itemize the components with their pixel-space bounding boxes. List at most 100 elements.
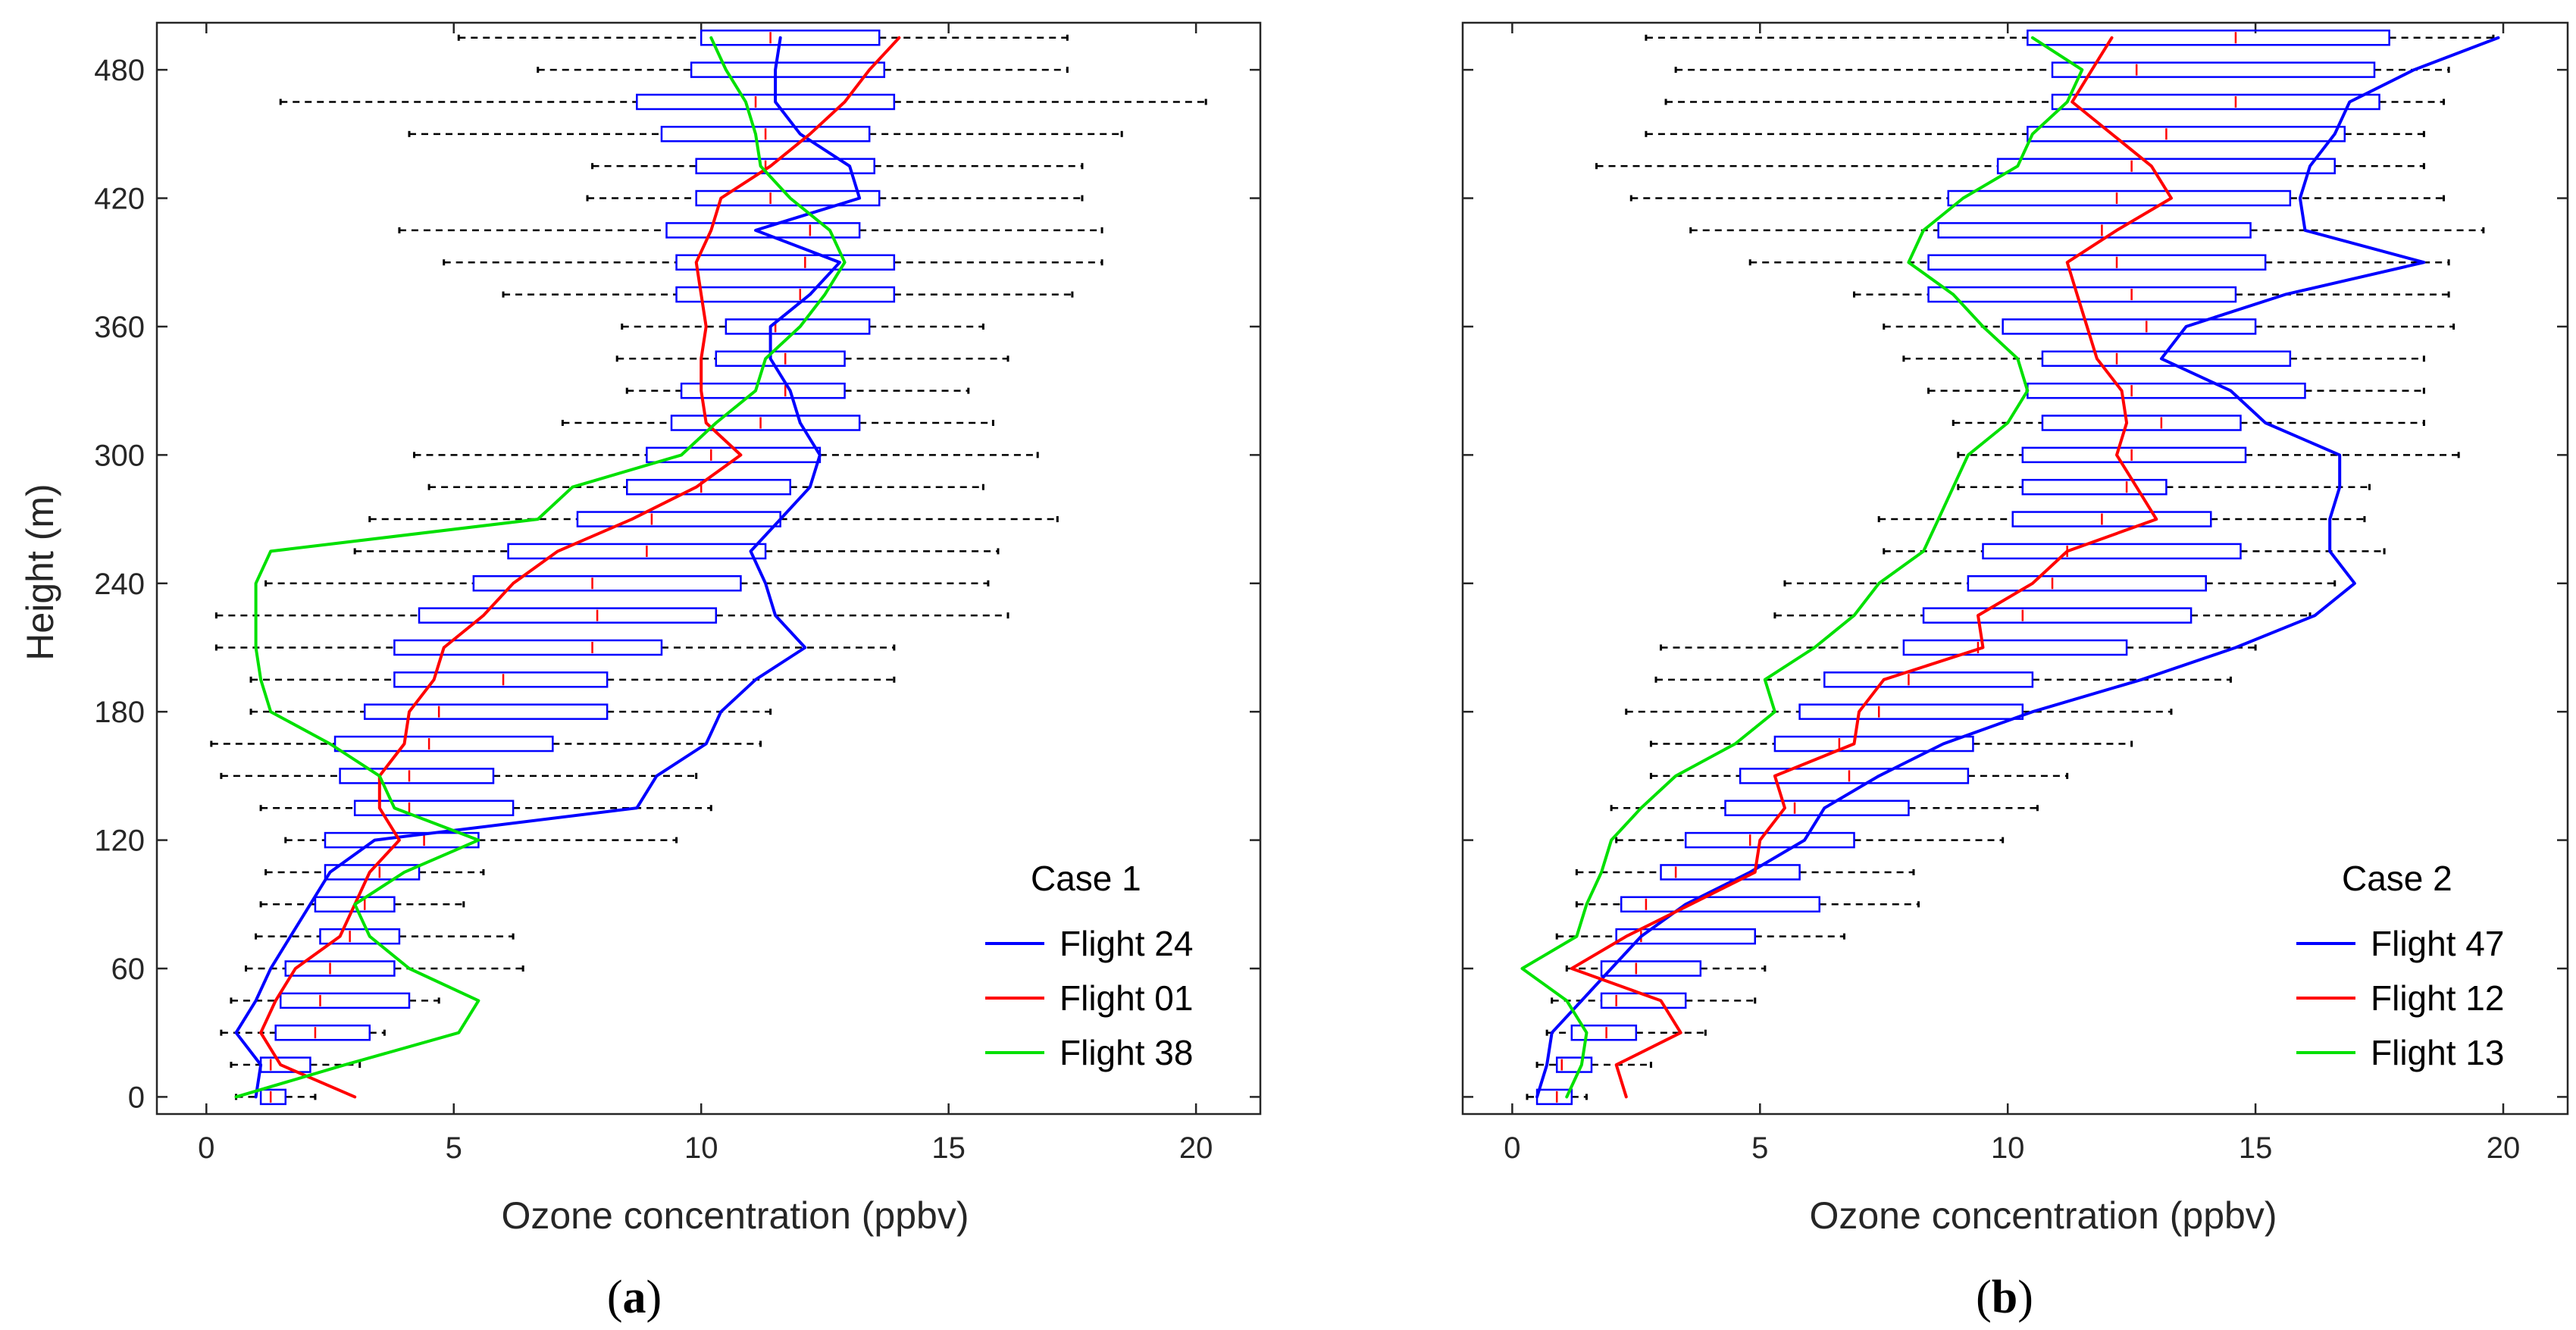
panel-a-iqr-420m xyxy=(695,189,881,207)
panel-b-box-465m xyxy=(1664,93,2446,111)
panel-b-iqr-240m xyxy=(1967,575,2207,592)
panel-b-series-flight-12 xyxy=(1570,36,2173,1099)
panel-b-iqr-135m xyxy=(1724,800,1910,816)
panel-b-box-450m xyxy=(1645,126,2425,142)
panel-a-box-135m xyxy=(259,800,712,816)
panel-b-iqr-420m xyxy=(1947,189,2292,207)
panel-b-iqr-120m xyxy=(1684,831,1855,849)
panel-a-series-flight-01 xyxy=(259,36,901,1099)
panel-a-box-330m xyxy=(625,382,970,399)
panel-a-box-420m xyxy=(586,189,1084,207)
panel-a-y-tick-label-60: 60 xyxy=(111,953,146,986)
panel-a-y-tick-label-360: 360 xyxy=(94,311,145,344)
panel-a-plot-area: 0 5 10 15 20 0 60 120 180 240 300 360 420 480 xyxy=(94,21,1262,1165)
panel-b-legend-title: Case 2 xyxy=(2342,859,2452,898)
panel-a-iqr-240m xyxy=(472,575,742,592)
panel-a-box-435m xyxy=(591,158,1084,174)
panel-a-iqr-90m xyxy=(314,896,396,913)
panel-b-box-225m xyxy=(1773,607,2312,624)
panel-b-iqr-285m xyxy=(2021,478,2168,496)
panel-b-iqr-165m xyxy=(1773,735,1974,753)
panel-a-iqr-180m xyxy=(363,703,609,720)
panel-a-iqr-375m xyxy=(675,286,896,303)
panel-b-x-tick-label-10: 10 xyxy=(1991,1131,2025,1165)
panel-b-label-letter: b xyxy=(1992,1272,2017,1323)
panel-a-iqr-75m xyxy=(319,928,401,945)
panel-b-box-495m xyxy=(1645,30,2495,46)
panel-b-chart: 0 5 10 15 20 Case 2 Flight 47 Flight 12 Flig… xyxy=(1461,21,2569,1323)
panel-a-label-letter: a xyxy=(623,1272,646,1323)
panel-a-x-axis-title: Ozone concentration (ppbv) xyxy=(501,1194,969,1237)
panel-b-iqr-210m xyxy=(1902,639,2128,656)
panel-a-legend-label-flight-01: Flight 01 xyxy=(1060,978,1193,1018)
panel-a-iqr-480m xyxy=(690,61,886,78)
panel-a-box-165m xyxy=(210,735,762,753)
panel-a-box-465m xyxy=(279,93,1207,111)
panel-a-y-tick-label-420: 420 xyxy=(94,183,145,216)
panel-a-label: (a) xyxy=(607,1272,662,1323)
panel-b-box-90m xyxy=(1575,896,1920,913)
panel-a-iqr-195m xyxy=(393,671,609,688)
panel-a-x-tick-label-20: 20 xyxy=(1179,1131,1213,1165)
panel-b-iqr-405m xyxy=(1937,222,2252,239)
panel-a-legend: Case 1 Flight 24 Flight 01 Flight 38 xyxy=(985,859,1193,1072)
panel-b-x-axis-title: Ozone concentration (ppbv) xyxy=(1809,1194,2277,1237)
panel-b-box-105m xyxy=(1575,864,1915,881)
panel-b-iqr-150m xyxy=(1739,768,1970,784)
panel-b-box-150m xyxy=(1649,768,2069,784)
panel-a-iqr-30m xyxy=(274,1024,371,1041)
panel-a-box-255m xyxy=(353,543,1000,560)
panel-a-iqr-105m xyxy=(324,864,421,881)
panel-b-iqr-105m xyxy=(1660,864,1801,881)
panel-a-legend-title: Case 1 xyxy=(1031,859,1141,898)
panel-a-iqr-45m xyxy=(279,992,411,1009)
panel-a-legend-label-flight-38: Flight 38 xyxy=(1060,1033,1193,1072)
panel-b-iqr-450m xyxy=(2027,126,2346,142)
panel-a-box-390m xyxy=(443,254,1103,271)
panel-a-box-240m xyxy=(264,575,990,592)
panel-b-iqr-195m xyxy=(1823,671,2034,688)
panel-b-box-435m xyxy=(1595,158,2425,174)
panel-b-series-flight-13 xyxy=(1520,36,2084,1099)
panel-a-iqr-330m xyxy=(680,382,846,399)
panel-a-box-450m xyxy=(408,126,1123,142)
panel-b-box-165m xyxy=(1649,735,2133,753)
panel-a-box-0m xyxy=(234,1088,317,1106)
panel-a-iqr-495m xyxy=(700,30,881,46)
panel-a-iqr-345m xyxy=(715,350,846,368)
panel-a-series-flight-24 xyxy=(234,36,862,1099)
panel-b-iqr-375m xyxy=(1927,286,2237,303)
panel-a-iqr-315m xyxy=(670,415,861,431)
panel-b-plot-area: 0 5 10 15 20 xyxy=(1461,21,2569,1165)
panel-a-x-tick-label-5: 5 xyxy=(446,1131,462,1165)
panel-b-box-390m xyxy=(1748,254,2450,271)
panel-b-x-tick-label-20: 20 xyxy=(2487,1131,2521,1165)
panel-b-iqr-435m xyxy=(1996,158,2336,174)
panel-a-box-315m xyxy=(561,415,994,431)
panel-a-iqr-450m xyxy=(660,126,871,142)
panel-b-iqr-390m xyxy=(1927,254,2267,271)
panel-b-box-315m xyxy=(1952,415,2425,431)
panel-a-iqr-435m xyxy=(695,158,875,174)
panel-a-box-195m xyxy=(249,671,896,688)
panel-a-y-tick-label-0: 0 xyxy=(128,1081,145,1114)
panel-a-box-405m xyxy=(398,222,1103,239)
panel-a-box-105m xyxy=(264,864,485,881)
panel-b-iqr-225m xyxy=(1922,607,2193,624)
panel-b-box-270m xyxy=(1877,511,2366,527)
panel-b-box-375m xyxy=(1853,286,2450,303)
panel-a-y-tick-label-240: 240 xyxy=(94,568,145,601)
panel-b-box-285m xyxy=(1957,478,2371,496)
panel-b-iqr-30m xyxy=(1570,1024,1638,1041)
panel-b-box-405m xyxy=(1689,222,2485,239)
panel-a-box-90m xyxy=(259,896,465,913)
panel-a-x-tick-label-0: 0 xyxy=(198,1131,214,1165)
panel-a-iqr-150m xyxy=(339,768,495,784)
panel-a-box-480m xyxy=(537,61,1069,78)
panel-a-chart: 0 5 10 15 20 0 60 120 180 240 300 360 420 480 Case 1 … xyxy=(19,21,1262,1323)
panel-b-x-tick-label-0: 0 xyxy=(1504,1131,1520,1165)
panel-b-box-420m xyxy=(1629,189,2446,207)
panel-b-iqr-75m xyxy=(1615,928,1756,945)
panel-a-iqr-465m xyxy=(636,93,896,111)
